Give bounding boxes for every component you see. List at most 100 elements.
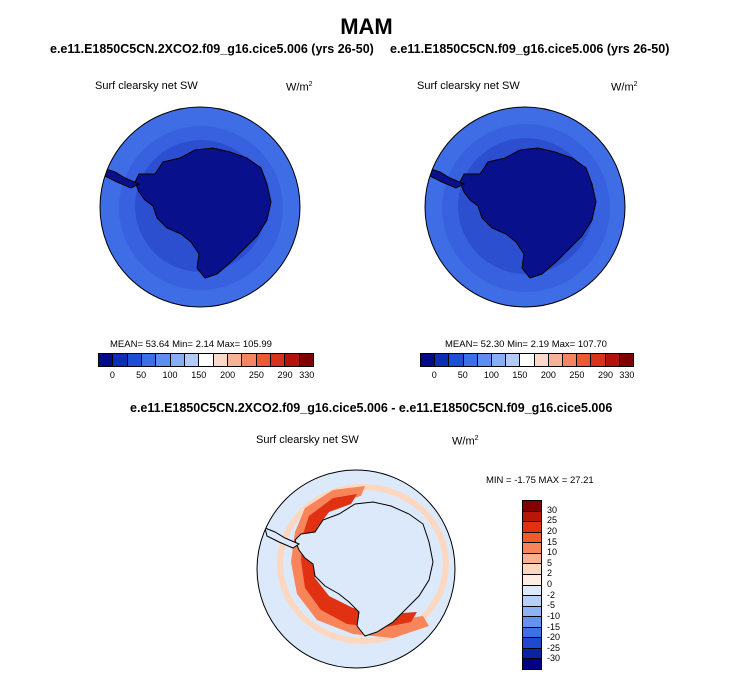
colorbar-swatch — [523, 648, 541, 660]
colorbar-tick-label: 50 — [457, 370, 468, 380]
colorbar-tick-label: 100 — [483, 370, 499, 380]
diff-map — [256, 469, 456, 669]
colorbar-swatch — [534, 354, 549, 366]
colorbar-swatch — [523, 585, 541, 597]
antarctica-landmass — [134, 147, 272, 279]
colorbar-swatch — [591, 354, 606, 366]
diff-variable-label: Surf clearsky net SW — [256, 434, 359, 446]
colorbar-swatch — [523, 659, 541, 669]
colorbar-swatch — [99, 354, 114, 366]
colorbar-swatch — [285, 354, 300, 366]
colorbar-tick-label: 200 — [220, 370, 236, 380]
colorbar-swatch — [520, 354, 535, 366]
colorbar-tick-label: 20 — [547, 525, 558, 536]
colorbar-tick-label: 150 — [191, 370, 207, 380]
colorbar-tick-label: 0 — [547, 579, 553, 589]
colorbar-swatch — [435, 354, 450, 366]
colorbar-tick-label: 290 — [597, 370, 613, 380]
colorbar-tick-label: 290 — [277, 370, 293, 380]
colorbar-swatch — [477, 354, 493, 366]
anomaly-band-mid — [291, 486, 429, 638]
panel-1-map — [99, 106, 301, 308]
colorbar-swatch — [548, 354, 564, 366]
panel-2-colorbar-ticks: 0 50 100 150 200 250 290 330 — [420, 370, 635, 382]
panel-1-stats: MEAN= 53.64 Min= 2.14 Max= 105.99 — [110, 339, 272, 350]
colorbar-swatch — [184, 354, 200, 366]
colorbar-tick-label: 25 — [547, 515, 558, 526]
colorbar-swatch — [523, 511, 541, 523]
panel-1-case-title: e.e11.E1850C5CN.2XCO2.f09_g16.cice5.006 … — [50, 42, 374, 56]
colorbar-swatch — [421, 354, 436, 366]
colorbar-tick-label: 330 — [619, 370, 635, 380]
colorbar-tick-label: 30 — [547, 504, 558, 515]
colorbar-swatch — [463, 354, 478, 366]
diff-colorbar — [522, 500, 542, 670]
colorbar-tick-label: 0 — [431, 370, 437, 380]
panel-1-variable-label: Surf clearsky net SW — [95, 80, 198, 92]
colorbar-tick-label: -2 — [547, 589, 556, 600]
diff-title: e.e11.E1850C5CN.2XCO2.f09_g16.cice5.006 … — [130, 401, 613, 415]
colorbar-swatch — [523, 553, 541, 565]
colorbar-swatch — [563, 354, 578, 366]
colorbar-swatch — [523, 522, 541, 533]
colorbar-swatch — [113, 354, 128, 366]
colorbar-tick-label: -30 — [547, 653, 561, 664]
antarctica-landmass — [459, 147, 597, 279]
colorbar-swatch — [213, 354, 228, 366]
colorbar-swatch — [523, 532, 541, 544]
colorbar-swatch — [156, 354, 171, 366]
anomaly-band-strong — [301, 494, 417, 628]
colorbar-swatch — [577, 354, 592, 366]
colorbar-swatch — [449, 354, 464, 366]
colorbar-swatch — [506, 354, 521, 366]
colorbar-tick-label: 150 — [512, 370, 528, 380]
colorbar-swatch — [242, 354, 257, 366]
colorbar-tick-label: 15 — [547, 536, 558, 547]
colorbar-tick-label: 100 — [162, 370, 178, 380]
colorbar-swatch — [523, 596, 541, 607]
colorbar-tick-label: -10 — [547, 610, 561, 621]
panel-2-map — [424, 106, 626, 308]
colorbar-tick-label: 250 — [248, 370, 264, 380]
main-title: MAM — [340, 14, 393, 39]
colorbar-swatch — [605, 354, 620, 366]
colorbar-swatch — [141, 354, 157, 366]
panel-2-case-title: e.e11.E1850C5CN.f09_g16.cice5.006 (yrs 2… — [390, 42, 670, 56]
colorbar-swatch — [523, 627, 541, 639]
panel-1-colorbar — [98, 353, 314, 367]
colorbar-tick-label: 5 — [547, 557, 553, 568]
colorbar-swatch — [523, 564, 541, 575]
colorbar-tick-label: 0 — [109, 370, 115, 380]
panel-2-variable-label: Surf clearsky net SW — [417, 80, 520, 92]
colorbar-tick-label: 50 — [136, 370, 147, 380]
colorbar-swatch — [227, 354, 243, 366]
colorbar-swatch — [256, 354, 271, 366]
colorbar-tick-label: -20 — [547, 632, 561, 643]
colorbar-swatch — [492, 354, 507, 366]
colorbar-swatch — [523, 543, 541, 554]
colorbar-swatch — [299, 354, 313, 366]
colorbar-swatch — [127, 354, 142, 366]
colorbar-tick-label: -15 — [547, 621, 561, 632]
colorbar-tick-label: 200 — [540, 370, 556, 380]
panel-2-stats: MEAN= 52.30 Min= 2.19 Max= 107.70 — [445, 339, 607, 350]
colorbar-swatch — [523, 638, 541, 649]
colorbar-tick-label: 10 — [547, 547, 558, 558]
colorbar-swatch — [270, 354, 286, 366]
colorbar-swatch — [199, 354, 214, 366]
colorbar-swatch — [523, 606, 541, 618]
colorbar-tick-label: 250 — [569, 370, 585, 380]
colorbar-swatch — [170, 354, 185, 366]
colorbar-tick-label: 330 — [299, 370, 315, 380]
colorbar-swatch — [523, 617, 541, 628]
diff-units-label: W/m2 — [452, 435, 479, 448]
antarctica-outline — [294, 501, 434, 637]
colorbar-swatch — [523, 501, 541, 512]
colorbar-tick-label: 2 — [547, 568, 553, 579]
diff-peninsula — [264, 527, 301, 549]
colorbar-swatch — [619, 354, 634, 366]
panel-2-colorbar — [420, 353, 634, 367]
colorbar-tick-label: -25 — [547, 642, 561, 653]
colorbar-swatch — [523, 574, 541, 586]
panel-2-units-label: W/m2 — [611, 81, 638, 94]
